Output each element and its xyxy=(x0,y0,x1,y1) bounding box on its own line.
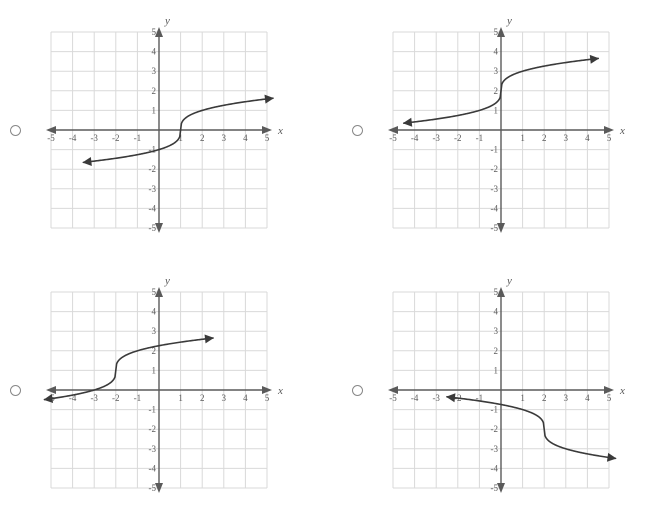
svg-text:y: y xyxy=(506,275,512,287)
svg-text:x: x xyxy=(277,385,283,397)
radio-c[interactable] xyxy=(10,385,21,396)
svg-text:-3: -3 xyxy=(90,133,98,143)
svg-text:1: 1 xyxy=(520,393,525,403)
svg-text:-3: -3 xyxy=(432,133,440,143)
radio-d[interactable] xyxy=(352,385,363,396)
svg-text:-3: -3 xyxy=(149,184,157,194)
svg-text:2: 2 xyxy=(200,133,205,143)
svg-text:5: 5 xyxy=(152,287,157,297)
svg-text:4: 4 xyxy=(152,307,157,317)
svg-text:-2: -2 xyxy=(491,424,499,434)
svg-text:4: 4 xyxy=(585,133,590,143)
svg-text:3: 3 xyxy=(222,133,227,143)
chart-grid: 1 1 2 2 3 3 4 4 5 5 -1 -1 -2 -2 -3 -3 -4 -4 -5 -5 x y 1 1 2 2 3 3 4… xyxy=(10,10,654,510)
svg-text:2: 2 xyxy=(152,86,157,96)
svg-text:2: 2 xyxy=(200,393,205,403)
option-a[interactable]: 1122334455-1-1-2-2-3-3-4-4-5-5xy xyxy=(10,10,312,250)
svg-text:4: 4 xyxy=(243,393,248,403)
svg-text:5: 5 xyxy=(265,133,270,143)
svg-text:5: 5 xyxy=(607,133,612,143)
svg-text:-1: -1 xyxy=(491,405,499,415)
svg-text:1: 1 xyxy=(178,393,183,403)
svg-text:x: x xyxy=(277,125,283,137)
svg-text:-2: -2 xyxy=(491,164,499,174)
svg-text:-5: -5 xyxy=(491,483,499,493)
svg-text:2: 2 xyxy=(494,86,499,96)
svg-text:4: 4 xyxy=(152,47,157,57)
svg-text:-2: -2 xyxy=(112,393,120,403)
svg-text:-3: -3 xyxy=(149,444,157,454)
svg-text:-3: -3 xyxy=(90,393,98,403)
svg-text:-5: -5 xyxy=(389,393,397,403)
svg-text:-4: -4 xyxy=(411,393,419,403)
svg-text:4: 4 xyxy=(494,47,499,57)
svg-text:-1: -1 xyxy=(149,145,157,155)
svg-text:3: 3 xyxy=(222,393,227,403)
radio-b[interactable] xyxy=(352,125,363,136)
svg-text:-2: -2 xyxy=(149,164,157,174)
chart-a: 1122334455-1-1-2-2-3-3-4-4-5-5xy xyxy=(29,10,289,250)
svg-text:5: 5 xyxy=(494,287,499,297)
svg-text:-4: -4 xyxy=(491,203,499,213)
svg-text:-4: -4 xyxy=(149,203,157,213)
svg-text:1: 1 xyxy=(152,105,157,115)
svg-text:5: 5 xyxy=(494,27,499,37)
svg-text:1: 1 xyxy=(152,365,157,375)
svg-text:-2: -2 xyxy=(149,424,157,434)
svg-text:2: 2 xyxy=(542,133,547,143)
svg-text:5: 5 xyxy=(607,393,612,403)
svg-text:3: 3 xyxy=(564,393,569,403)
svg-text:-1: -1 xyxy=(134,393,142,403)
svg-text:4: 4 xyxy=(243,133,248,143)
radio-a[interactable] xyxy=(10,125,21,136)
svg-text:-2: -2 xyxy=(454,133,462,143)
svg-text:-5: -5 xyxy=(389,133,397,143)
svg-text:y: y xyxy=(164,15,170,27)
svg-text:-4: -4 xyxy=(411,133,419,143)
svg-text:y: y xyxy=(506,15,512,27)
option-b[interactable]: 1 1 2 2 3 3 4 4 5 5 -1 -1 -2 -2 -3 -3 -4 -4 -5 -5 x y xyxy=(352,10,654,250)
chart-d: 1122334455-1-1-2-2-3-3-4-4-5-5xy xyxy=(371,270,631,510)
svg-text:5: 5 xyxy=(152,27,157,37)
svg-text:-2: -2 xyxy=(112,133,120,143)
svg-text:2: 2 xyxy=(542,393,547,403)
svg-text:3: 3 xyxy=(152,326,157,336)
svg-text:-3: -3 xyxy=(432,393,440,403)
svg-text:-1: -1 xyxy=(134,133,142,143)
svg-text:-1: -1 xyxy=(491,145,499,155)
svg-text:4: 4 xyxy=(585,393,590,403)
svg-text:y: y xyxy=(164,275,170,287)
option-c[interactable]: 1122334455-1-1-2-2-3-3-4-4-5-5xy xyxy=(10,270,312,510)
svg-text:3: 3 xyxy=(494,326,499,336)
svg-text:x: x xyxy=(619,125,625,137)
svg-text:3: 3 xyxy=(152,66,157,76)
svg-text:1: 1 xyxy=(494,365,499,375)
svg-text:-5: -5 xyxy=(47,133,55,143)
svg-text:-4: -4 xyxy=(69,133,77,143)
svg-text:x: x xyxy=(619,385,625,397)
chart-b: 1 1 2 2 3 3 4 4 5 5 -1 -1 -2 -2 -3 -3 -4 -4 -5 -5 x y xyxy=(371,10,631,250)
svg-text:1: 1 xyxy=(494,105,499,115)
svg-text:2: 2 xyxy=(494,346,499,356)
svg-text:5: 5 xyxy=(265,393,270,403)
svg-text:-4: -4 xyxy=(149,463,157,473)
svg-text:-1: -1 xyxy=(476,133,484,143)
svg-text:4: 4 xyxy=(494,307,499,317)
svg-text:-5: -5 xyxy=(149,483,157,493)
svg-text:-4: -4 xyxy=(491,463,499,473)
svg-text:-1: -1 xyxy=(149,405,157,415)
svg-text:-3: -3 xyxy=(491,184,499,194)
svg-text:3: 3 xyxy=(564,133,569,143)
chart-c: 1122334455-1-1-2-2-3-3-4-4-5-5xy xyxy=(29,270,289,510)
svg-text:-3: -3 xyxy=(491,444,499,454)
option-d[interactable]: 1122334455-1-1-2-2-3-3-4-4-5-5xy xyxy=(352,270,654,510)
svg-text:-5: -5 xyxy=(491,223,499,233)
svg-text:3: 3 xyxy=(494,66,499,76)
svg-text:1: 1 xyxy=(520,133,525,143)
svg-text:-5: -5 xyxy=(149,223,157,233)
